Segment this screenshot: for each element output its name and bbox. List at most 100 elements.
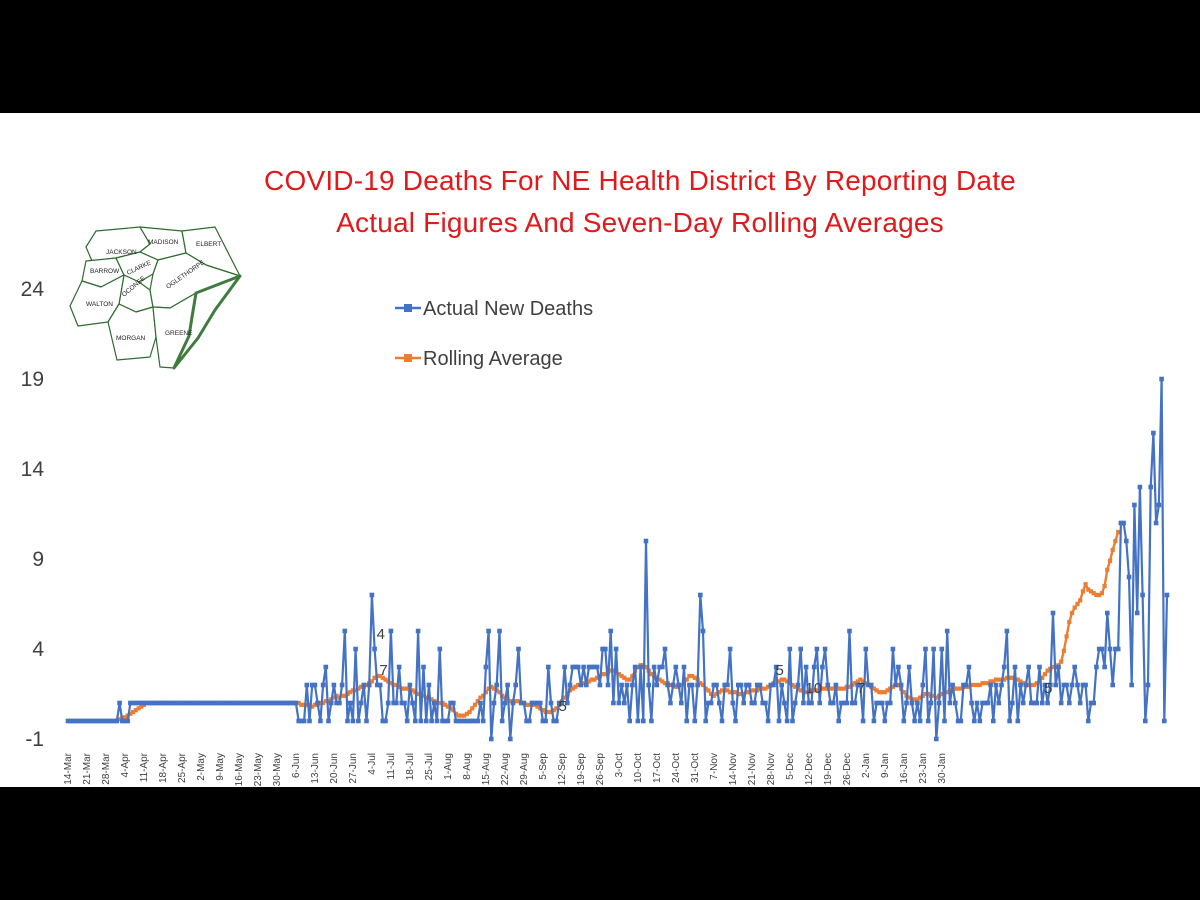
rolling-average-point	[383, 677, 388, 682]
actual-deaths-point	[1083, 682, 1088, 688]
actual-deaths-point	[516, 646, 521, 652]
actual-deaths-point	[790, 718, 795, 724]
x-tick-label: 2-Jan	[861, 753, 872, 778]
legend-item-rolling: Rolling Average	[395, 348, 563, 370]
actual-deaths-point	[109, 718, 114, 724]
actual-deaths-point	[594, 664, 600, 670]
actual-deaths-point	[1156, 502, 1162, 508]
actual-deaths-point	[418, 718, 424, 724]
rolling-average-point	[779, 677, 784, 682]
rolling-average-point	[445, 704, 450, 709]
y-tick-label: -1	[25, 728, 44, 751]
actual-deaths-point	[65, 718, 71, 724]
actual-deaths-point	[1058, 700, 1064, 706]
actual-deaths-point	[1110, 682, 1115, 688]
rolling-average-point	[131, 709, 136, 715]
rolling-average-point	[643, 664, 649, 670]
actual-deaths-point	[261, 700, 266, 706]
actual-deaths-point	[247, 700, 253, 706]
map-label-greene: GREENE	[165, 330, 193, 337]
actual-deaths-point	[440, 718, 445, 724]
actual-deaths-point	[817, 700, 822, 706]
actual-deaths-point	[1094, 664, 1099, 670]
actual-deaths-point	[364, 718, 369, 724]
actual-deaths-point	[136, 700, 141, 706]
actual-deaths-point	[315, 700, 320, 706]
x-tick-label: 7-Nov	[709, 753, 720, 780]
rolling-average-point	[673, 684, 678, 689]
actual-deaths-point	[915, 700, 920, 706]
rolling-average-point	[548, 709, 554, 715]
rolling-average-point	[630, 673, 635, 679]
rolling-average-point	[410, 688, 415, 693]
actual-deaths-point	[285, 700, 291, 706]
rolling-average-point	[790, 682, 795, 688]
rolling-average-point	[1002, 677, 1007, 682]
rolling-average-point	[459, 713, 464, 718]
actual-deaths-point	[1061, 682, 1067, 688]
rolling-average-point	[741, 691, 746, 697]
actual-deaths-point	[852, 700, 858, 706]
actual-deaths-point	[1012, 664, 1018, 670]
rolling-average-point	[945, 690, 950, 695]
actual-deaths-point	[347, 700, 353, 706]
actual-deaths-point	[231, 700, 236, 706]
actual-deaths-point	[472, 718, 478, 724]
actual-deaths-point	[771, 682, 776, 688]
actual-deaths-point	[684, 718, 689, 724]
actual-deaths-point	[171, 700, 177, 706]
x-tick-label: 23-May	[253, 753, 264, 786]
actual-deaths-point	[687, 682, 692, 688]
x-tick-label: 4-Apr	[120, 752, 131, 777]
actual-deaths-point	[768, 682, 774, 688]
rolling-average-point	[958, 686, 963, 691]
actual-deaths-point	[470, 718, 475, 724]
actual-deaths-point	[803, 664, 809, 670]
actual-deaths-point	[825, 682, 831, 688]
actual-deaths-point	[1007, 718, 1012, 724]
actual-deaths-point	[706, 700, 711, 706]
actual-deaths-point	[163, 700, 168, 706]
actual-deaths-point	[144, 700, 149, 706]
actual-deaths-point	[185, 700, 190, 706]
actual-deaths-point	[624, 682, 630, 688]
actual-deaths-point	[453, 718, 459, 724]
actual-deaths-point	[277, 700, 282, 706]
actual-deaths-point	[1015, 718, 1021, 724]
rolling-average-point	[1080, 589, 1085, 594]
rolling-average-point	[551, 708, 556, 713]
x-tick-label: 11-Jul	[386, 753, 397, 780]
actual-deaths-point	[923, 646, 928, 652]
actual-deaths-point	[255, 700, 261, 706]
actual-deaths-point	[331, 682, 337, 688]
rolling-average-point	[1078, 598, 1083, 603]
actual-deaths-point	[833, 682, 839, 688]
actual-deaths-point	[882, 718, 888, 724]
rolling-average-point	[820, 686, 825, 691]
actual-deaths-point	[1039, 700, 1045, 706]
data-label: 5	[1044, 680, 1052, 697]
rolling-average-point	[839, 686, 844, 691]
actual-deaths-point	[442, 718, 448, 724]
rolling-average-point	[752, 688, 757, 693]
rolling-average-point	[714, 691, 719, 697]
x-tick-label: 20-Jun	[329, 753, 340, 784]
series-actual-new-deaths	[65, 376, 1170, 742]
actual-deaths-point	[847, 628, 852, 634]
actual-deaths-point	[125, 718, 130, 724]
actual-deaths-point	[608, 628, 613, 634]
rolling-average-point	[966, 684, 971, 689]
actual-deaths-point	[858, 682, 863, 688]
chart-panel: COVID-19 Deaths For NE Health District B…	[0, 113, 1200, 787]
rolling-average-point	[798, 688, 803, 693]
actual-deaths-point	[73, 718, 79, 724]
actual-deaths-point	[345, 718, 350, 724]
rolling-average-point	[836, 686, 841, 691]
x-tick-label: 28-Mar	[101, 752, 112, 784]
actual-deaths-point	[201, 700, 206, 706]
actual-deaths-point	[736, 682, 741, 688]
actual-deaths-point	[505, 682, 510, 688]
actual-deaths-point	[760, 700, 765, 706]
actual-deaths-point	[68, 718, 73, 724]
rolling-average-point	[486, 686, 491, 691]
